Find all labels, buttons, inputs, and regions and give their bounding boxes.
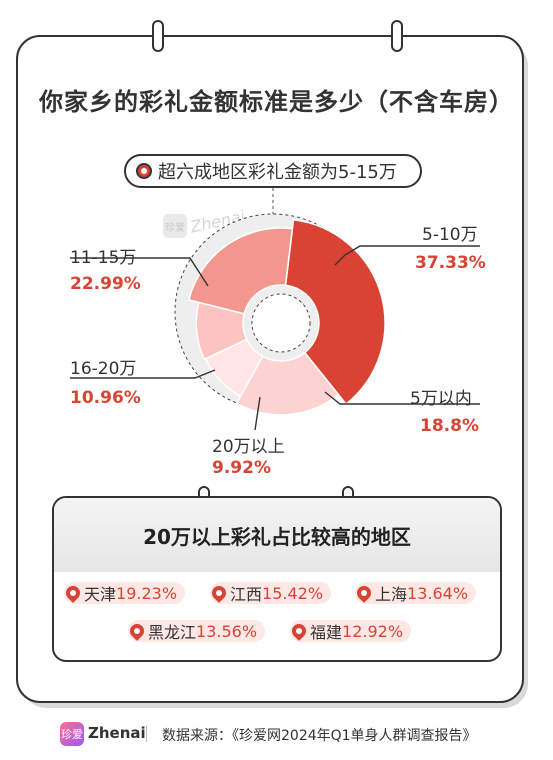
region-name: 黑龙江 xyxy=(148,623,197,642)
region-value: 15.42% xyxy=(262,583,324,603)
brand-name: Zhenai xyxy=(88,724,146,742)
region-heading: 20万以上彩礼占比较高的地区 xyxy=(54,498,500,572)
donut-slice-under5 xyxy=(235,351,340,416)
footer xyxy=(0,712,553,760)
slice-label-16-20: 16-20万 xyxy=(70,359,137,379)
leader-line-5-10 xyxy=(334,245,480,266)
location-pin-icon xyxy=(127,621,147,641)
region-value: 19.23% xyxy=(116,583,178,603)
slice-value-11-15: 22.99% xyxy=(70,274,141,294)
location-pin-icon xyxy=(354,583,374,603)
location-pin-icon xyxy=(63,583,83,603)
slice-label-5-10: 5-10万 xyxy=(422,225,478,245)
page-title: 你家乡的彩礼金额标准是多少（不含车房） xyxy=(39,88,514,116)
region-chip-fujian: 福建 12.92% xyxy=(289,620,412,642)
binder-ring-right xyxy=(391,20,403,52)
slice-value-under5: 18.8% xyxy=(420,416,479,436)
slice-value-16-20: 10.96% xyxy=(70,388,141,408)
brand-logo: 珍爱 xyxy=(60,722,84,746)
donut-slice-11-15 xyxy=(187,227,294,315)
leader-line-16-20 xyxy=(70,369,216,379)
region-panel: 20万以上彩礼占比较高的地区 xyxy=(52,496,502,662)
callout-text: 超六成地区彩礼金额为5-15万 xyxy=(158,162,397,183)
data-source: 数据来源：《珍爱网2024年Q1单身人群调查报告》 xyxy=(162,728,477,744)
donut-slice-5-10 xyxy=(284,218,386,406)
binder-ring-left xyxy=(152,20,164,52)
region-value: 12.92% xyxy=(342,621,404,641)
location-pin-icon xyxy=(209,583,229,603)
location-pin-icon xyxy=(289,621,309,641)
region-value: 13.64% xyxy=(407,583,469,603)
region-name: 上海 xyxy=(375,585,408,604)
slice-label-11-15: 11-15万 xyxy=(70,248,137,268)
donut-hole xyxy=(251,293,311,353)
watermark-logo: 珍爱 xyxy=(163,214,187,238)
region-chip-shanghai: 上海 13.64% xyxy=(354,582,477,604)
slice-value-over20: 9.92% xyxy=(212,458,271,478)
region-value: 13.56% xyxy=(196,621,258,641)
region-chip-tianjin: 天津 19.23% xyxy=(63,582,186,604)
slice-label-under5: 5万以内 xyxy=(410,389,472,409)
callout-icon xyxy=(136,163,152,179)
slice-value-5-10: 37.33% xyxy=(415,253,486,273)
footer-divider xyxy=(146,726,147,742)
leader-line-under5 xyxy=(324,391,480,405)
leader-line-over20 xyxy=(254,396,261,431)
region-chip-jiangxi: 江西 15.42% xyxy=(209,582,332,604)
region-name: 天津 xyxy=(84,585,117,604)
region-name: 福建 xyxy=(310,623,343,642)
slice-label-over20: 20万以上 xyxy=(212,437,285,457)
donut-chart xyxy=(70,188,480,431)
region-chip-heilongjiang: 黑龙江 13.56% xyxy=(127,620,266,642)
leader-line-11-15 xyxy=(70,257,209,287)
region-name: 江西 xyxy=(230,585,263,604)
callout-pill: 超六成地区彩礼金额为5-15万 xyxy=(124,154,422,188)
